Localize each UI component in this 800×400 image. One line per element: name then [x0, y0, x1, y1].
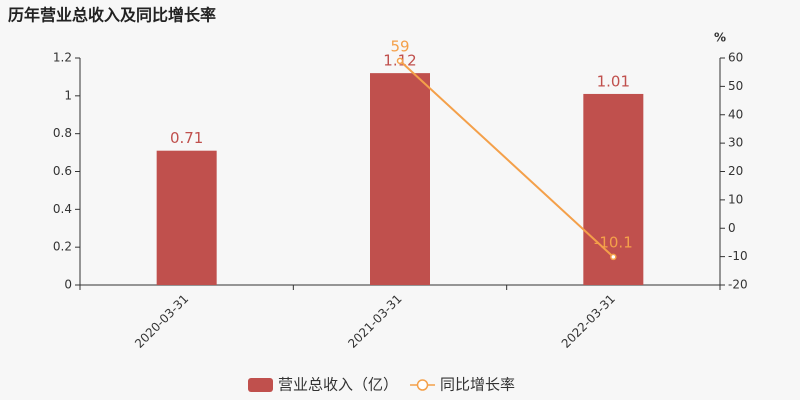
y2-tick-label: 20	[728, 164, 743, 178]
bar-value-label: 0.71	[170, 129, 203, 147]
chart-title: 历年营业总收入及同比增长率	[8, 6, 216, 25]
y2-tick-label: -20	[728, 278, 748, 292]
bar	[370, 73, 430, 285]
y2-axis-label: %	[714, 31, 726, 45]
line	[399, 60, 615, 258]
y2-tick-label: 10	[728, 192, 743, 206]
y2-tick-label: 50	[728, 79, 743, 93]
y2-tick-label: 60	[728, 51, 743, 65]
y2-tick-label: 40	[728, 107, 743, 121]
y2-tick-label: 30	[728, 136, 743, 150]
y-tick-label: 1.2	[53, 51, 72, 65]
bar-value-label: 1.01	[597, 72, 630, 90]
bar	[156, 150, 217, 285]
y2-tick-label: -10	[728, 249, 748, 263]
legend-label: 营业总收入（亿）	[278, 376, 398, 394]
y-tick-label: 0.6	[53, 164, 72, 178]
bar	[583, 93, 644, 285]
line-value-label: 59	[390, 37, 409, 55]
y-tick-label: 0	[64, 278, 72, 292]
line-value-label: -10.1	[594, 233, 633, 251]
legend-swatch-point	[416, 379, 429, 391]
y-tick-label: 0.8	[53, 126, 72, 140]
y-tick-label: 0.2	[53, 240, 72, 254]
y2-tick-label: 0	[728, 221, 736, 235]
legend-label: 同比增长率	[440, 376, 515, 394]
line-point	[610, 253, 617, 261]
y-tick-label: 1	[64, 88, 72, 102]
y-tick-label: 0.4	[53, 202, 72, 216]
legend-swatch	[248, 378, 273, 392]
line-point	[396, 57, 404, 65]
